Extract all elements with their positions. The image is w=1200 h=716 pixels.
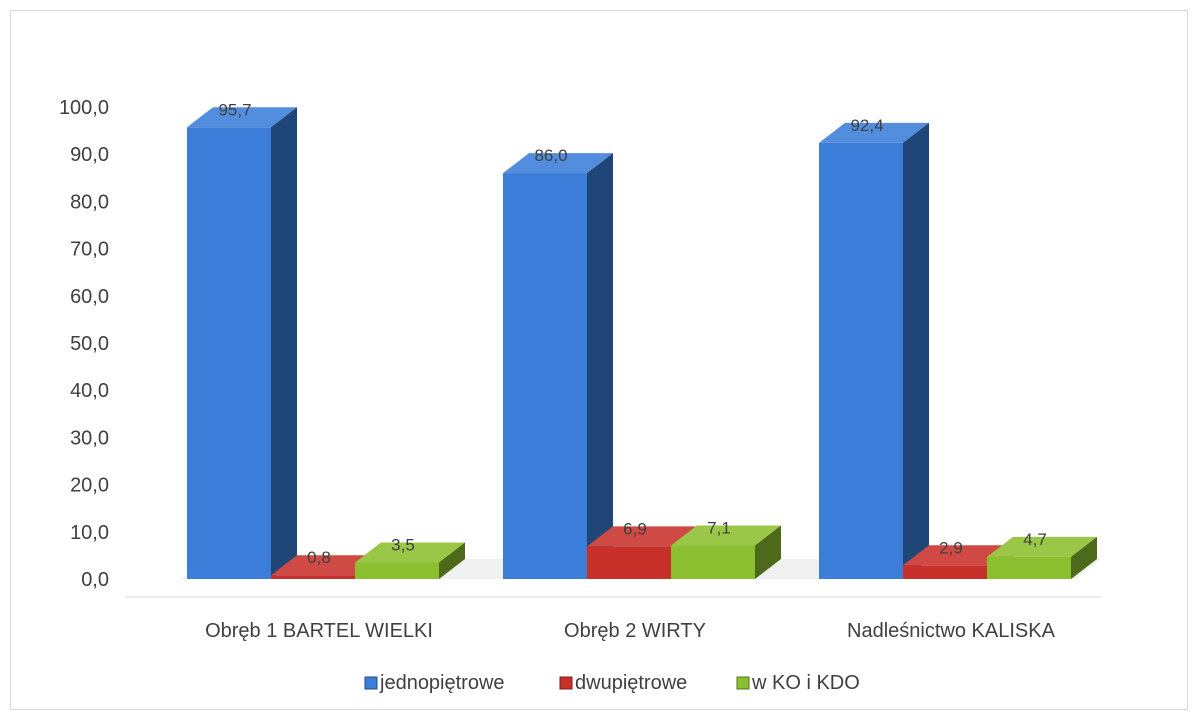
y-tick-label: 40,0 xyxy=(70,380,109,402)
category-label: Obręb 2 WIRTY xyxy=(564,620,706,642)
y-tick-label: 90,0 xyxy=(70,144,109,166)
bar-3-2 xyxy=(671,525,781,579)
y-tick-label: 20,0 xyxy=(70,475,109,497)
y-axis: 0,0 10,0 20,0 30,0 40,0 50,0 60,0 70,0 80,0 90,0 1… xyxy=(59,97,109,591)
bar-3-1 xyxy=(355,542,465,579)
bar-1-1 xyxy=(187,107,297,580)
legend-item: w KO i KDO xyxy=(736,672,860,694)
legend-label: jednopiętrowe xyxy=(379,672,505,694)
legend-swatch xyxy=(364,676,378,690)
data-label: 95,7 xyxy=(218,100,251,119)
bar-1-2 xyxy=(503,153,613,579)
data-label: 6,9 xyxy=(623,519,647,538)
chart-frame: 0,0 10,0 20,0 30,0 40,0 50,0 60,0 70,0 80,0 90,0 1… xyxy=(10,10,1188,710)
bar-1-3 xyxy=(819,122,929,579)
legend-swatch xyxy=(736,676,750,690)
legend-label: w KO i KDO xyxy=(751,672,860,694)
bar-3-3 xyxy=(987,536,1097,579)
data-label: 0,8 xyxy=(307,548,331,567)
y-tick-label: 0,0 xyxy=(81,569,109,591)
y-tick-label: 70,0 xyxy=(70,239,109,261)
y-tick-label: 10,0 xyxy=(70,522,109,544)
category-label: Nadleśnictwo KALISKA xyxy=(847,620,1056,642)
y-tick-label: 30,0 xyxy=(70,427,109,449)
data-label: 7,1 xyxy=(707,518,731,537)
legend-label: dwupiętrowe xyxy=(575,672,687,694)
data-label: 2,9 xyxy=(939,538,963,557)
data-labels: 95,7 0,8 3,5 86,0 6,9 7,1 92,4 2,9 4,7 xyxy=(218,100,1046,567)
data-label: 86,0 xyxy=(534,146,567,165)
legend: jednopiętrowe dwupiętrowe w KO i KDO xyxy=(364,672,860,694)
legend-item: jednopiętrowe xyxy=(364,672,505,694)
y-tick-label: 60,0 xyxy=(70,286,109,308)
data-label: 92,4 xyxy=(850,116,883,135)
y-tick-label: 50,0 xyxy=(70,333,109,355)
category-label: Obręb 1 BARTEL WIELKI xyxy=(205,620,433,642)
y-tick-label: 80,0 xyxy=(70,191,109,213)
bars xyxy=(187,107,1097,580)
bar-chart: 0,0 10,0 20,0 30,0 40,0 50,0 60,0 70,0 80,0 90,0 1… xyxy=(59,97,1101,694)
data-label: 4,7 xyxy=(1023,530,1047,549)
legend-swatch xyxy=(559,676,573,690)
data-label: 3,5 xyxy=(391,535,415,554)
y-tick-label: 100,0 xyxy=(59,97,109,119)
x-axis: Obręb 1 BARTEL WIELKI Obręb 2 WIRTY Nadleś… xyxy=(205,620,1056,642)
legend-item: dwupiętrowe xyxy=(559,672,687,694)
